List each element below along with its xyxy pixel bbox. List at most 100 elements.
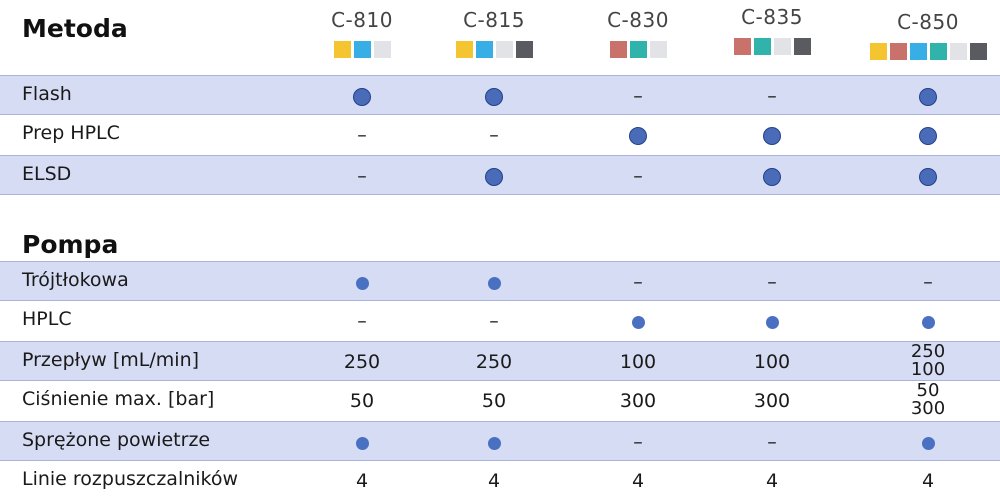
table-cell	[434, 274, 554, 294]
not-available-dash: –	[357, 310, 367, 332]
table-cell	[578, 127, 698, 149]
availability-dot-icon	[487, 437, 501, 450]
row-label: Prep HPLC	[22, 122, 120, 144]
availability-dot-icon	[763, 168, 781, 186]
table-cell: 250 100	[868, 343, 988, 379]
table-cell: 250	[302, 352, 422, 372]
table-cell: –	[578, 86, 698, 106]
not-available-dash: –	[633, 165, 643, 187]
availability-dot-icon	[355, 277, 369, 290]
cell-value: 250 100	[910, 341, 946, 380]
color-swatches	[558, 41, 718, 58]
color-swatch	[929, 43, 947, 60]
table-cell: 100	[578, 352, 698, 372]
row-label: Linie rozpuszczalników	[22, 468, 239, 490]
cell-value: 4	[487, 470, 501, 492]
table-cell: –	[578, 166, 698, 186]
table-cell	[302, 88, 422, 110]
table-cell: –	[712, 272, 832, 292]
color-swatch	[969, 43, 987, 60]
availability-dot-icon	[921, 316, 935, 329]
table-cell: 4	[302, 471, 422, 491]
table-cell: –	[578, 272, 698, 292]
availability-dot-icon	[919, 88, 937, 106]
availability-dot-icon	[485, 168, 503, 186]
cell-value: 100	[753, 351, 791, 373]
cell-value: 50	[481, 390, 507, 412]
table-cell: –	[868, 272, 988, 292]
cell-value: 4	[631, 470, 645, 492]
table-row: Flash – –	[0, 75, 1000, 115]
table-cell: 50	[302, 391, 422, 411]
table-cell	[868, 168, 988, 190]
availability-dot-icon	[629, 127, 647, 145]
table-row: Ciśnienie max. [bar] 50 50 300 300 50 300	[0, 381, 1000, 421]
color-swatches	[414, 41, 574, 58]
table-row: Linie rozpuszczalników 4 4 4 4 4	[0, 461, 1000, 501]
cell-value: 250	[475, 351, 513, 373]
table-cell: –	[434, 125, 554, 145]
not-available-dash: –	[357, 165, 367, 187]
table-cell	[868, 127, 988, 149]
not-available-dash: –	[767, 271, 777, 293]
availability-dot-icon	[763, 127, 781, 145]
not-available-dash: –	[923, 271, 933, 293]
cell-value: 100	[619, 351, 657, 373]
model-header-c-815: C-815	[414, 8, 574, 58]
color-swatch	[609, 41, 627, 58]
table-cell: 4	[712, 471, 832, 491]
row-label: Trójtłokowa	[22, 269, 129, 291]
table-cell	[434, 434, 554, 454]
color-swatch	[869, 43, 887, 60]
not-available-dash: –	[489, 124, 499, 146]
cell-value: 300	[753, 390, 791, 412]
color-swatch	[649, 41, 667, 58]
table-cell: –	[712, 432, 832, 452]
table-cell	[434, 88, 554, 110]
color-swatches	[848, 43, 1000, 60]
table-cell: –	[302, 125, 422, 145]
table-cell	[712, 168, 832, 190]
table-row: Sprężone powietrze – –	[0, 421, 1000, 461]
table-cell: 4	[434, 471, 554, 491]
availability-dot-icon	[353, 88, 371, 106]
cell-value: 4	[921, 470, 935, 492]
model-name: C-830	[607, 8, 669, 32]
table-cell	[868, 313, 988, 333]
table-row: Przepływ [mL/min] 250 250 100 100 250 100	[0, 341, 1000, 381]
table-cell	[868, 434, 988, 454]
row-label: HPLC	[22, 308, 72, 330]
availability-dot-icon	[921, 437, 935, 450]
color-swatch	[629, 41, 647, 58]
table-cell: 4	[578, 471, 698, 491]
color-swatch	[949, 43, 967, 60]
model-header-c-850: C-850	[848, 10, 1000, 60]
availability-dot-icon	[765, 316, 779, 329]
color-swatches	[282, 41, 442, 58]
table-cell: –	[712, 86, 832, 106]
availability-dot-icon	[487, 277, 501, 290]
table-cell: –	[434, 311, 554, 331]
color-swatch	[475, 41, 493, 58]
table-cell	[868, 88, 988, 110]
color-swatch	[373, 41, 391, 58]
color-swatch	[889, 43, 907, 60]
table-cell	[302, 434, 422, 454]
color-swatch	[333, 41, 351, 58]
color-swatch	[733, 38, 751, 55]
not-available-dash: –	[357, 124, 367, 146]
table-cell: 50	[434, 391, 554, 411]
cell-value: 300	[619, 390, 657, 412]
not-available-dash: –	[489, 310, 499, 332]
availability-dot-icon	[485, 88, 503, 106]
table-cell: 300	[578, 391, 698, 411]
table-row: HPLC – –	[0, 301, 1000, 341]
color-swatch	[909, 43, 927, 60]
table-cell	[302, 274, 422, 294]
table-cell: 300	[712, 391, 832, 411]
color-swatch	[793, 38, 811, 55]
row-label: Ciśnienie max. [bar]	[22, 388, 215, 410]
model-name: C-850	[897, 10, 959, 34]
model-name: C-835	[741, 5, 803, 29]
model-header-c-810: C-810	[282, 8, 442, 58]
